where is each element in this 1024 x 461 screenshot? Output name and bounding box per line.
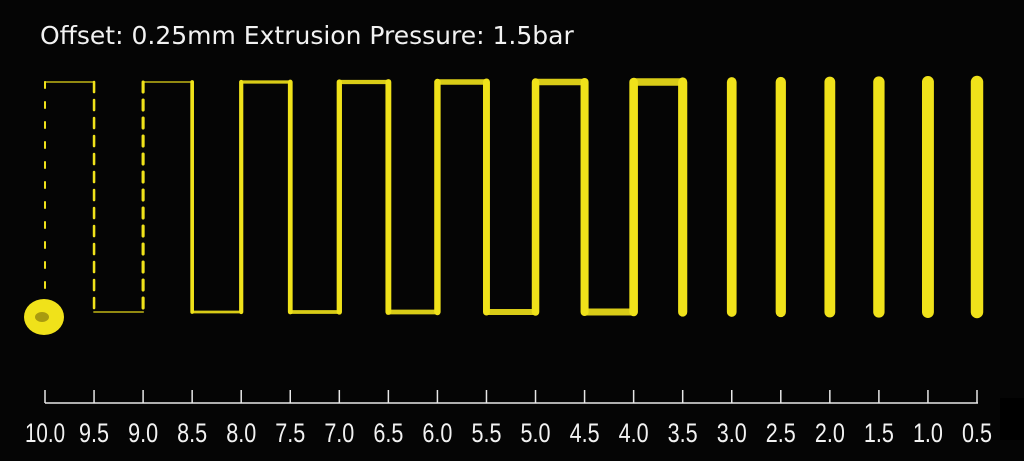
scale-label: 8.0 [226, 418, 256, 448]
scale-label: 3.0 [717, 418, 747, 448]
scale-label: 5.0 [521, 418, 551, 448]
scale-label: 1.0 [913, 418, 943, 448]
title: Offset: 0.25mm Extrusion Pressure: 1.5ba… [40, 21, 574, 50]
filament-blob-core [35, 312, 49, 322]
scale-label: 2.0 [815, 418, 845, 448]
scale-label: 4.0 [619, 418, 649, 448]
scale-label: 10.0 [25, 418, 65, 448]
scale-label: 0.5 [962, 418, 992, 448]
scale-label: 5.5 [471, 418, 501, 448]
scale-label: 2.5 [766, 418, 796, 448]
scale-label: 3.5 [668, 418, 698, 448]
scale: 10.0 9.5 9.0 8.5 8.0 7.5 7.0 6.5 6.0 5.5 5.0 4.5 4.0… [25, 390, 992, 448]
scale-label: 6.5 [373, 418, 403, 448]
scale-label: 7.5 [275, 418, 305, 448]
extruded-lines [24, 75, 984, 335]
scale-label: 1.5 [864, 418, 894, 448]
corner-patch [1000, 398, 1024, 440]
scale-label: 8.5 [177, 418, 207, 448]
scale-label: 9.0 [128, 418, 158, 448]
scale-label: 7.0 [324, 418, 354, 448]
scale-label: 6.0 [422, 418, 452, 448]
scale-label: 4.5 [570, 418, 600, 448]
scale-label: 9.5 [79, 418, 109, 448]
